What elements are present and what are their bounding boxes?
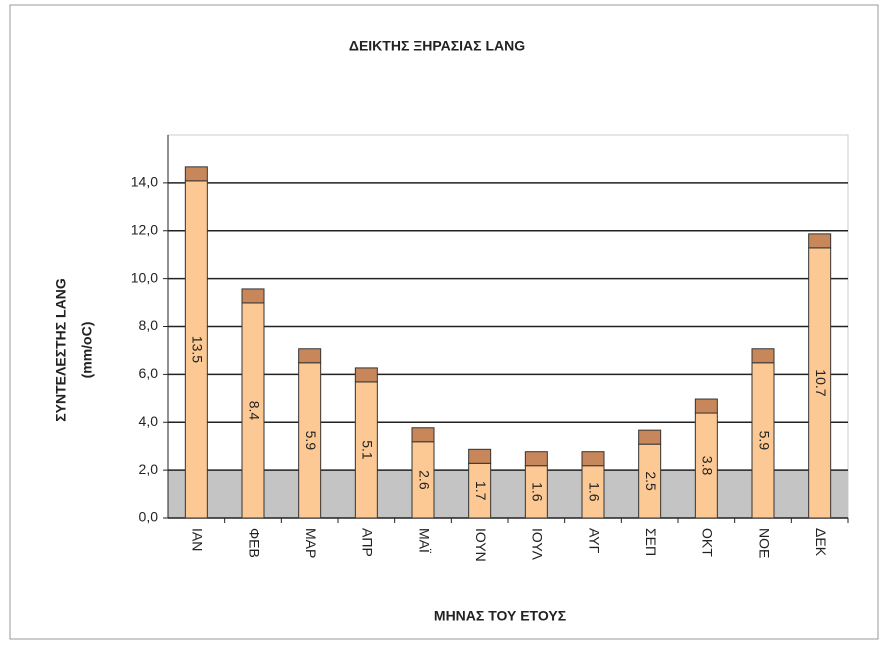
data-label: 5.9: [303, 431, 319, 451]
bar-cap: [581, 451, 605, 467]
y-tick-label: 0,0: [139, 509, 159, 525]
bar-cap: [184, 166, 208, 182]
y-axis-unit: (mm/oC): [79, 322, 95, 379]
y-tick-label: 14,0: [131, 174, 158, 190]
data-label: 13.5: [190, 336, 206, 363]
data-label: 5.1: [360, 440, 376, 460]
x-tick-label: ΔΕΚ: [813, 528, 829, 557]
x-tick-label: ΟΚΤ: [700, 528, 716, 557]
x-tick-label: ΙΟΥΝ: [473, 528, 489, 562]
bar-cap: [241, 288, 265, 304]
bar-cap: [808, 233, 832, 249]
x-tick-label: ΑΥΓ: [586, 528, 602, 554]
x-tick-label: ΣΕΠ: [643, 528, 659, 556]
bar-cap: [468, 448, 492, 464]
bar-cap: [298, 348, 322, 364]
y-tick-label: 8,0: [139, 317, 159, 333]
x-tick-label: ΑΠΡ: [360, 528, 376, 557]
bar-cap: [638, 429, 662, 445]
data-label: 1.6: [586, 482, 602, 502]
x-tick-label: ΜΑΪ: [416, 528, 432, 553]
bar-cap: [411, 427, 435, 443]
y-tick-label: 10,0: [131, 269, 158, 285]
y-tick-label: 6,0: [139, 365, 159, 381]
x-axis-label: ΜΗΝΑΣ ΤΟΥ ΕΤΟΥΣ: [434, 608, 566, 624]
data-label: 5.9: [756, 431, 772, 451]
x-tick-label: ΦΕΒ: [246, 528, 262, 558]
data-label: 2.5: [643, 471, 659, 491]
bar-cap: [354, 367, 378, 383]
y-tick-label: 12,0: [131, 221, 158, 237]
data-label: 8.4: [246, 401, 262, 421]
data-label: 10.7: [813, 369, 829, 396]
bar-cap: [751, 348, 775, 364]
y-axis-label: ΣΥΝΤΕΛΕΣΤΗΣ LANG: [53, 278, 69, 422]
x-tick-label: ΙΟΥΛ: [530, 528, 546, 561]
bar-cap: [524, 451, 548, 467]
data-label: 3.8: [700, 456, 716, 476]
y-tick-label: 2,0: [139, 461, 159, 477]
x-tick-label: ΙΑΝ: [190, 528, 206, 551]
x-tick-label: ΝΟΕ: [756, 528, 772, 558]
x-tick-label: ΜΑΡ: [303, 528, 319, 558]
data-label: 1.7: [473, 481, 489, 501]
bar-cap: [694, 398, 718, 414]
shaded-band: [168, 470, 848, 518]
data-label: 2.6: [416, 470, 432, 490]
data-label: 1.6: [530, 482, 546, 502]
chart-title: ΔΕΙΚΤΗΣ ΞΗΡΑΣΙΑΣ LANG: [349, 38, 525, 54]
y-tick-label: 4,0: [139, 413, 159, 429]
